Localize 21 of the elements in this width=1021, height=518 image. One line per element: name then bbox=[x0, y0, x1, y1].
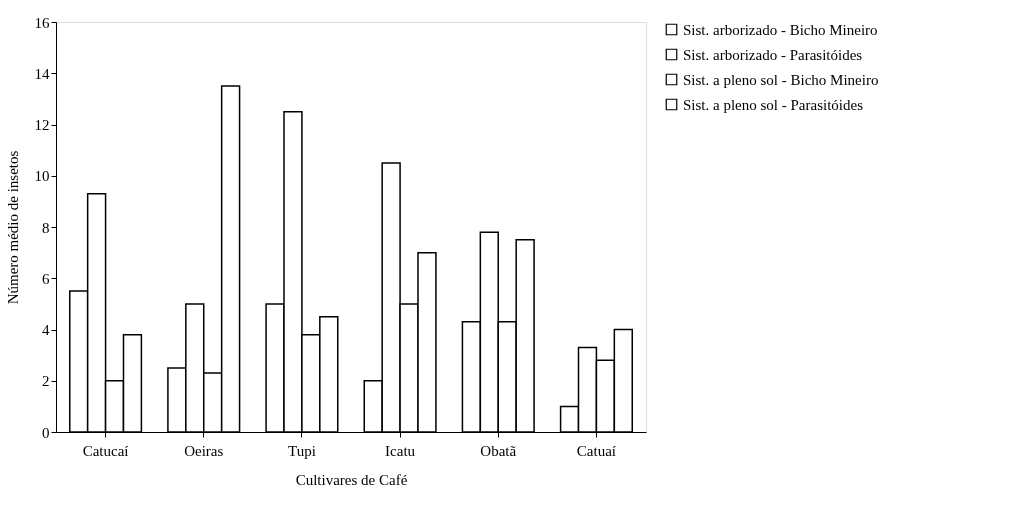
y-axis-title: Número médio de insetos bbox=[4, 150, 21, 305]
x-tick-label: Catuaí bbox=[576, 442, 616, 459]
x-tick-label: Tupi bbox=[288, 442, 316, 459]
legend-label: Sist. arborizado - Bicho Mineiro bbox=[683, 21, 878, 38]
y-tick-label: 0 bbox=[42, 424, 50, 441]
x-axis-title: Cultivares de Café bbox=[295, 471, 408, 488]
x-tick-label: Icatu bbox=[385, 442, 416, 459]
y-tick-label: 4 bbox=[42, 322, 50, 338]
x-tick-label: Obatã bbox=[480, 442, 517, 459]
legend-label: Sist. a pleno sol - Parasitóides bbox=[683, 96, 864, 113]
y-tick-label: 14 bbox=[34, 65, 50, 82]
y-tick-label: 12 bbox=[34, 117, 50, 133]
y-tick-label: 6 bbox=[42, 270, 50, 287]
x-tick-label: Oeiras bbox=[184, 442, 224, 459]
x-tick-label: Catucaí bbox=[82, 442, 129, 459]
y-tick-label: 16 bbox=[34, 14, 50, 31]
y-tick-label: 10 bbox=[34, 168, 50, 185]
y-tick-label: 2 bbox=[42, 373, 50, 390]
legend-label: Sist. arborizado - Parasitóides bbox=[683, 46, 863, 63]
y-tick-label: 8 bbox=[42, 219, 50, 236]
legend-label: Sist. a pleno sol - Bicho Mineiro bbox=[683, 71, 879, 88]
